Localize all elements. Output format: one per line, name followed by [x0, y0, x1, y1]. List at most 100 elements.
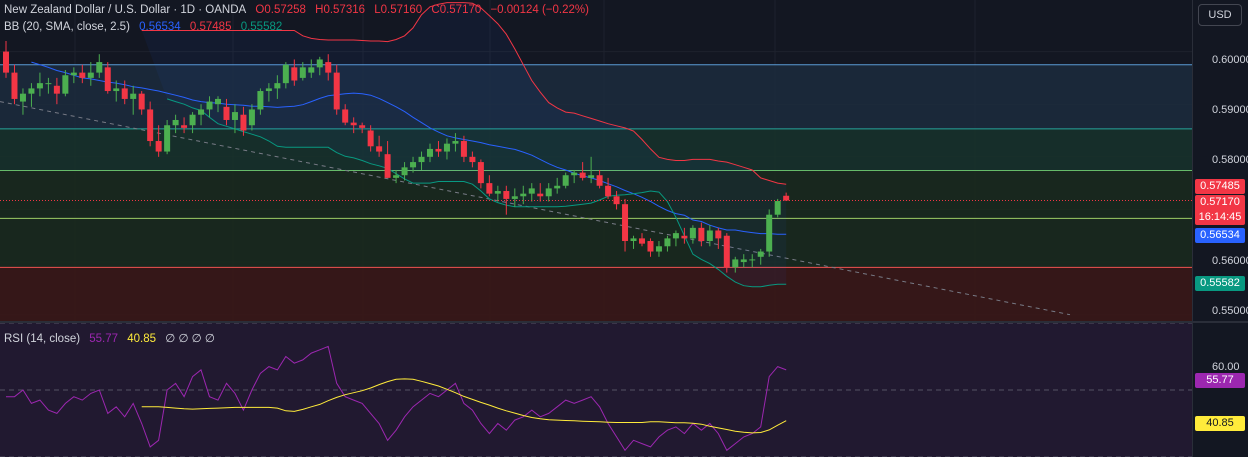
- candle: [698, 222, 705, 247]
- bb-upper-value: 0.57485: [189, 21, 232, 33]
- candle: [460, 135, 467, 163]
- candle: [528, 183, 535, 202]
- candle-body: [282, 64, 289, 84]
- open-value: O0.57258: [255, 4, 306, 16]
- candle: [104, 62, 111, 94]
- candle-body: [350, 122, 357, 126]
- rsi-tag: 55.77: [1195, 373, 1245, 388]
- candle-body: [172, 119, 179, 126]
- candle: [62, 69, 69, 97]
- candle: [265, 83, 272, 102]
- candle-body: [257, 91, 264, 110]
- rsi-value: 55.77: [89, 333, 119, 345]
- candle-body: [316, 59, 323, 68]
- candle: [443, 138, 450, 160]
- rsi-null-values: ∅ ∅ ∅ ∅: [165, 333, 215, 345]
- candle-body: [605, 185, 612, 197]
- last-price-tag: 0.57170: [1195, 195, 1245, 210]
- candle-body: [274, 83, 281, 89]
- price-tick: 0.60000: [1212, 54, 1248, 66]
- candle-body: [3, 51, 9, 73]
- candle-body: [11, 72, 18, 99]
- candle-body: [783, 195, 790, 201]
- candle: [240, 106, 247, 136]
- candle-body: [723, 235, 730, 268]
- candle-body: [155, 141, 162, 152]
- candle-body: [757, 251, 764, 257]
- candle: [333, 64, 340, 115]
- candle: [554, 177, 561, 194]
- candle-body: [19, 93, 26, 102]
- candle: [257, 88, 264, 115]
- candle-body: [79, 72, 86, 78]
- candle: [248, 104, 255, 131]
- candle: [774, 198, 781, 218]
- candle-body: [147, 109, 154, 142]
- candle-body: [206, 101, 213, 110]
- candle-body: [452, 141, 459, 144]
- candle: [206, 96, 213, 118]
- candle-body: [528, 188, 535, 194]
- candle: [70, 67, 77, 84]
- candle: [274, 75, 281, 99]
- change-value: −0.00124 (−0.22%): [490, 4, 589, 16]
- candle: [749, 254, 756, 268]
- candle: [189, 112, 196, 134]
- candle: [469, 151, 476, 168]
- candle-body: [376, 146, 383, 152]
- level-zones: [0, 64, 1192, 321]
- rsi-ma-tag: 40.85: [1195, 416, 1245, 431]
- candle-body: [469, 156, 476, 163]
- bb-lower-value: 0.55582: [240, 21, 283, 33]
- candle-body: [265, 88, 272, 92]
- candle-body: [367, 130, 374, 147]
- bb-lower-line: [166, 98, 787, 288]
- candle-body: [664, 238, 671, 247]
- candle: [164, 119, 171, 155]
- currency-button[interactable]: USD: [1198, 4, 1242, 26]
- candle-body: [393, 175, 400, 178]
- candle-body: [410, 162, 417, 168]
- candle-body: [28, 88, 35, 94]
- candle-body: [562, 175, 569, 186]
- candle: [588, 156, 595, 184]
- legend-row-bb[interactable]: BB (20, SMA, close, 2.5) 0.56534 0.57485…: [4, 21, 288, 33]
- candle-body: [537, 193, 544, 197]
- zone-blue: [0, 64, 1192, 129]
- low-value: L0.57160: [374, 4, 423, 16]
- candle-body: [104, 67, 111, 92]
- candle: [342, 104, 349, 126]
- candle-body: [460, 141, 467, 157]
- high-value: H0.57316: [315, 4, 366, 16]
- candle-body: [511, 196, 518, 199]
- candle: [350, 117, 357, 134]
- candle: [410, 156, 417, 173]
- candle-body: [427, 148, 433, 157]
- candle: [511, 188, 518, 207]
- candle-body: [223, 106, 230, 120]
- rsi-line: [6, 345, 787, 452]
- candle: [121, 80, 128, 105]
- candle: [689, 225, 696, 244]
- candle: [3, 41, 9, 78]
- candle: [316, 56, 323, 76]
- candle: [299, 62, 306, 81]
- candle-body: [121, 88, 128, 99]
- candle-body: [231, 112, 238, 120]
- candle: [655, 241, 662, 257]
- candle-body: [138, 93, 145, 110]
- candle-body: [732, 259, 739, 268]
- candle: [494, 185, 501, 202]
- candle: [113, 80, 120, 102]
- candle: [53, 77, 60, 105]
- candle-body: [45, 83, 52, 85]
- rsi-label: RSI (14, close): [4, 333, 81, 345]
- candle-body: [655, 246, 662, 252]
- legend-row-rsi[interactable]: RSI (14, close) 55.77 40.85 ∅ ∅ ∅ ∅: [4, 331, 221, 345]
- candle: [452, 133, 459, 152]
- candle-body: [401, 167, 408, 176]
- candle: [766, 209, 773, 257]
- candle-body: [113, 88, 120, 92]
- candle-body: [384, 154, 391, 178]
